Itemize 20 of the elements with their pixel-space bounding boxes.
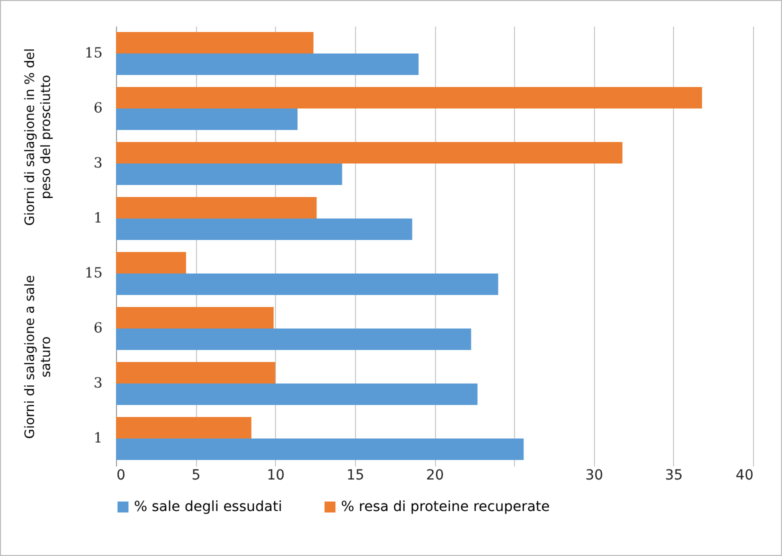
- x-tick-label: 30: [585, 468, 604, 484]
- x-tick-label: 40: [736, 468, 754, 484]
- y-tick-label: 15: [84, 266, 102, 282]
- y-tick-label: 6: [94, 100, 103, 116]
- x-tick-label: 10: [266, 468, 285, 484]
- y-tick-label: 3: [94, 156, 102, 172]
- x-tick-label: 15: [346, 468, 364, 484]
- y-tick-label: 1: [94, 430, 102, 446]
- y-tick-label: 15: [84, 46, 102, 62]
- legend-label: % resa di proteine recuperate: [341, 499, 550, 515]
- text: Giorni di salagione in % del peso del prosciutto: [23, 47, 55, 227]
- legend-label: % sale degli essudati: [134, 499, 282, 515]
- x-tick-label: 5: [192, 468, 201, 484]
- text: Giorni di salagione a sale saturo: [23, 274, 55, 441]
- y-tick-label: 1: [94, 210, 102, 226]
- y-tick-label: 6: [94, 320, 103, 336]
- x-tick-label: 0: [116, 468, 126, 484]
- x-tick-label: 20: [426, 468, 444, 484]
- x-tick-label: 35: [664, 468, 683, 484]
- y-tick-label: 3: [94, 376, 102, 392]
